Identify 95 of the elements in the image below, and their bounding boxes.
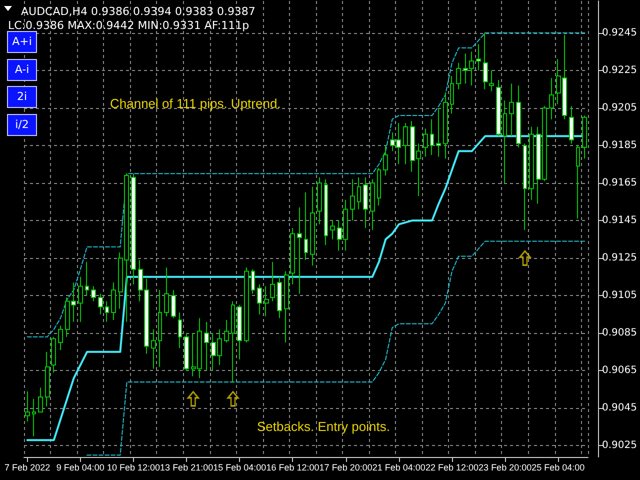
x-tick-label: 16 Feb 12:00 (266, 462, 320, 472)
annotation: i/2 (7, 114, 37, 136)
annotation: Channel of 111 pips. Uptrend. (110, 96, 281, 111)
x-tick-label: 21 Feb 04:00 (372, 462, 426, 472)
candlestick (158, 289, 162, 368)
candlestick (171, 289, 176, 319)
candlestick (58, 325, 63, 351)
candlestick (357, 176, 361, 210)
y-tick-label: 0.9045 (602, 402, 638, 414)
y-tick-label: 0.9025 (602, 440, 638, 452)
annotation: A+i (7, 31, 37, 53)
y-tick-label: 0.9125 (602, 252, 638, 264)
candlestick (516, 84, 521, 148)
candlestick (111, 282, 116, 321)
candlestick (330, 220, 335, 240)
candlestick (105, 300, 109, 322)
candlestick (244, 266, 249, 344)
candlestick (297, 206, 302, 294)
candlestick (483, 32, 488, 90)
candlestick (25, 390, 30, 422)
candlestick (224, 320, 229, 344)
candlestick (383, 144, 388, 176)
y-tick-label: 0.9085 (602, 328, 638, 339)
candlestick (290, 228, 295, 285)
x-tick-label: 22 Feb 12:00 (425, 462, 479, 472)
candlestick (430, 118, 434, 156)
candlestick (98, 293, 103, 315)
candlestick (489, 70, 494, 92)
candlestick (164, 266, 169, 317)
candlestick (496, 79, 501, 137)
candlestick (476, 44, 481, 71)
candlestick (151, 328, 156, 370)
candlestick (443, 92, 448, 160)
candlestick (91, 286, 96, 302)
candlestick (549, 77, 554, 120)
candlestick (569, 106, 574, 144)
candlestick (450, 76, 454, 114)
candlestick (509, 83, 514, 137)
candlestick (78, 276, 83, 322)
y-tick-label: 0.9245 (602, 27, 638, 38)
y-tick-label: 0.9105 (602, 290, 638, 302)
candlestick (32, 398, 36, 437)
candlestick (324, 178, 328, 246)
candlestick (377, 168, 381, 206)
text: LC:0.9386 MAX:0.9442 MIN:0.9331 AF:111p (8, 19, 250, 32)
candlestick (436, 107, 441, 158)
y-tick-label: 0.9145 (602, 215, 638, 226)
candlestick (257, 284, 262, 315)
candlestick (582, 114, 587, 160)
candlestick (363, 176, 368, 229)
candlestick (85, 261, 89, 296)
candlestick (317, 176, 322, 225)
candlestick (131, 173, 136, 285)
candlestick (251, 268, 255, 294)
candlestick (184, 332, 189, 372)
x-tick-label: 25 Feb 04:00 (532, 462, 585, 472)
x-tick-label: 10 Feb 12:00 (106, 462, 160, 472)
candlestick (284, 270, 289, 344)
candlestick (423, 128, 428, 158)
candlestick (523, 143, 527, 230)
candlestick (370, 178, 375, 230)
line-series (86, 240, 586, 456)
candlestick (270, 261, 275, 302)
y-tick-label: 0.9065 (602, 365, 638, 376)
candlestick (178, 312, 182, 349)
candlestick (237, 304, 242, 360)
x-tick-label: 15 Feb 04:00 (213, 462, 266, 472)
y-tick-label: 0.9165 (602, 178, 638, 189)
candlestick (277, 276, 282, 319)
candlestick (38, 387, 43, 412)
candlestick (231, 300, 235, 382)
candlestick (403, 122, 408, 165)
candlestick (503, 100, 507, 184)
annotation: A-i (7, 58, 37, 81)
candlestick (456, 62, 461, 90)
y-tick-label: 0.9225 (602, 64, 638, 76)
y-tick-label: 0.9185 (602, 140, 638, 151)
x-tick-label: 7 Feb 2022 (4, 462, 50, 472)
candlestick (264, 286, 269, 317)
x-tick-label: 13 Feb 21:00 (160, 462, 214, 472)
candlestick (350, 178, 355, 222)
candlestick (310, 186, 315, 266)
chart-title: AUDCAD,H4 0.9386 0.9394 0.9383 0.9387 (21, 5, 256, 18)
candlestick (204, 321, 209, 372)
annotation: 2i (7, 86, 37, 108)
x-tick-label: 17 Feb 20:00 (319, 462, 372, 472)
y-tick-label: 0.9205 (602, 102, 638, 114)
annotation: Setbacks. Entry points. (257, 419, 390, 434)
candlestick (304, 192, 308, 260)
candlestick (51, 336, 56, 374)
x-tick-label: 23 Feb 20:00 (478, 462, 532, 472)
x-tick-label: 9 Feb 04:00 (56, 462, 104, 472)
candlestick (529, 126, 534, 200)
candlestick (576, 144, 580, 220)
candlestick (45, 351, 50, 407)
